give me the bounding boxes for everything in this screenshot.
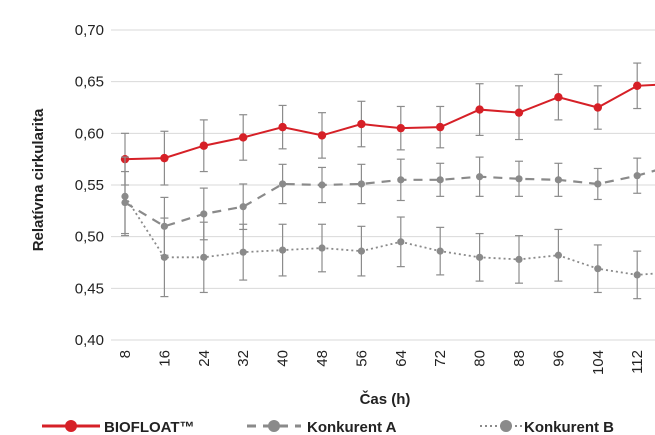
y-tick-label: 0,65 <box>75 74 104 91</box>
y-axis-title: Relatívna cirkularita <box>30 108 47 251</box>
x-tick-label: 72 <box>432 350 449 367</box>
data-point <box>514 108 524 117</box>
legend-marker-konkurent-a <box>247 420 301 432</box>
data-point <box>594 180 602 188</box>
data-point <box>554 92 563 102</box>
x-tick-label: 8 <box>117 350 134 358</box>
data-point <box>436 122 445 132</box>
line-chart: 0,70 0,65 0,60 0,55 0,50 0,45 0,40 8 16 24 32 40 48… <box>30 22 655 408</box>
data-point <box>239 248 247 256</box>
data-point <box>397 176 405 184</box>
data-point <box>633 81 642 91</box>
gridlines <box>111 29 655 341</box>
data-series <box>120 62 655 300</box>
data-point <box>515 255 523 263</box>
x-tick-label: 40 <box>275 350 292 367</box>
data-point <box>279 180 287 188</box>
data-point <box>317 131 327 140</box>
data-point <box>200 253 208 261</box>
series-line <box>124 195 655 276</box>
y-tick-label: 0,40 <box>75 332 104 349</box>
legend-item-konkurent-a: Konkurent A <box>247 412 447 435</box>
legend-item-biofloat: BIOFLOAT™ <box>42 412 242 435</box>
legend-item-konkurent-b: Konkurent B <box>480 412 655 435</box>
data-point <box>318 181 326 189</box>
data-point <box>476 253 484 261</box>
y-tick-label: 0,50 <box>75 229 104 246</box>
data-point <box>436 176 444 184</box>
x-tick-label: 64 <box>393 350 410 367</box>
x-tick-labels: 8 16 24 32 40 48 56 64 72 80 88 96 104 112 <box>117 350 646 375</box>
x-tick-label: 112 <box>629 350 646 374</box>
legend-marker-konkurent-b <box>480 420 522 432</box>
data-point <box>200 210 208 218</box>
data-point <box>199 141 208 150</box>
data-point <box>357 119 366 129</box>
data-point <box>397 238 405 246</box>
data-point <box>436 247 444 255</box>
data-point <box>633 271 641 279</box>
x-tick-label: 16 <box>156 350 173 367</box>
data-point <box>475 105 484 114</box>
data-point <box>160 253 168 261</box>
data-point <box>239 203 247 211</box>
y-tick-label: 0,70 <box>75 22 104 39</box>
data-point <box>239 133 248 142</box>
series-1 <box>121 156 655 256</box>
legend-label-konkurent-b: Konkurent B <box>524 419 614 435</box>
data-point <box>318 244 326 252</box>
series-0 <box>120 62 655 186</box>
data-point <box>633 172 641 180</box>
series-2 <box>121 156 655 300</box>
data-point <box>594 265 602 273</box>
y-tick-labels: 0,70 0,65 0,60 0,55 0,50 0,45 0,40 <box>75 22 104 349</box>
data-point <box>593 103 602 112</box>
x-tick-label: 48 <box>314 350 331 367</box>
x-tick-label: 24 <box>196 350 213 367</box>
y-tick-label: 0,55 <box>75 177 104 194</box>
data-point <box>554 251 563 259</box>
legend-marker-biofloat <box>42 420 100 432</box>
data-point <box>396 123 405 133</box>
data-point <box>357 247 365 255</box>
data-point <box>278 122 287 132</box>
x-tick-label: 80 <box>472 350 489 367</box>
x-tick-label: 32 <box>235 350 252 367</box>
x-tick-label: 104 <box>590 350 607 375</box>
data-point <box>121 192 129 200</box>
data-point <box>279 246 287 254</box>
data-point <box>515 175 523 183</box>
legend-label-konkurent-a: Konkurent A <box>307 419 397 435</box>
x-tick-label: 96 <box>550 350 567 367</box>
data-point <box>160 153 169 163</box>
x-tick-label: 88 <box>511 350 528 367</box>
y-tick-label: 0,60 <box>75 125 104 142</box>
legend: BIOFLOAT™ Konkurent A Konkurent B <box>0 412 655 435</box>
legend-label-biofloat: BIOFLOAT™ <box>104 419 195 435</box>
data-point <box>554 176 563 184</box>
x-axis-title: Čas (h) <box>360 390 411 408</box>
data-point <box>476 173 484 181</box>
y-tick-label: 0,45 <box>75 280 104 297</box>
x-tick-label: 56 <box>353 350 370 367</box>
data-point <box>357 180 365 188</box>
